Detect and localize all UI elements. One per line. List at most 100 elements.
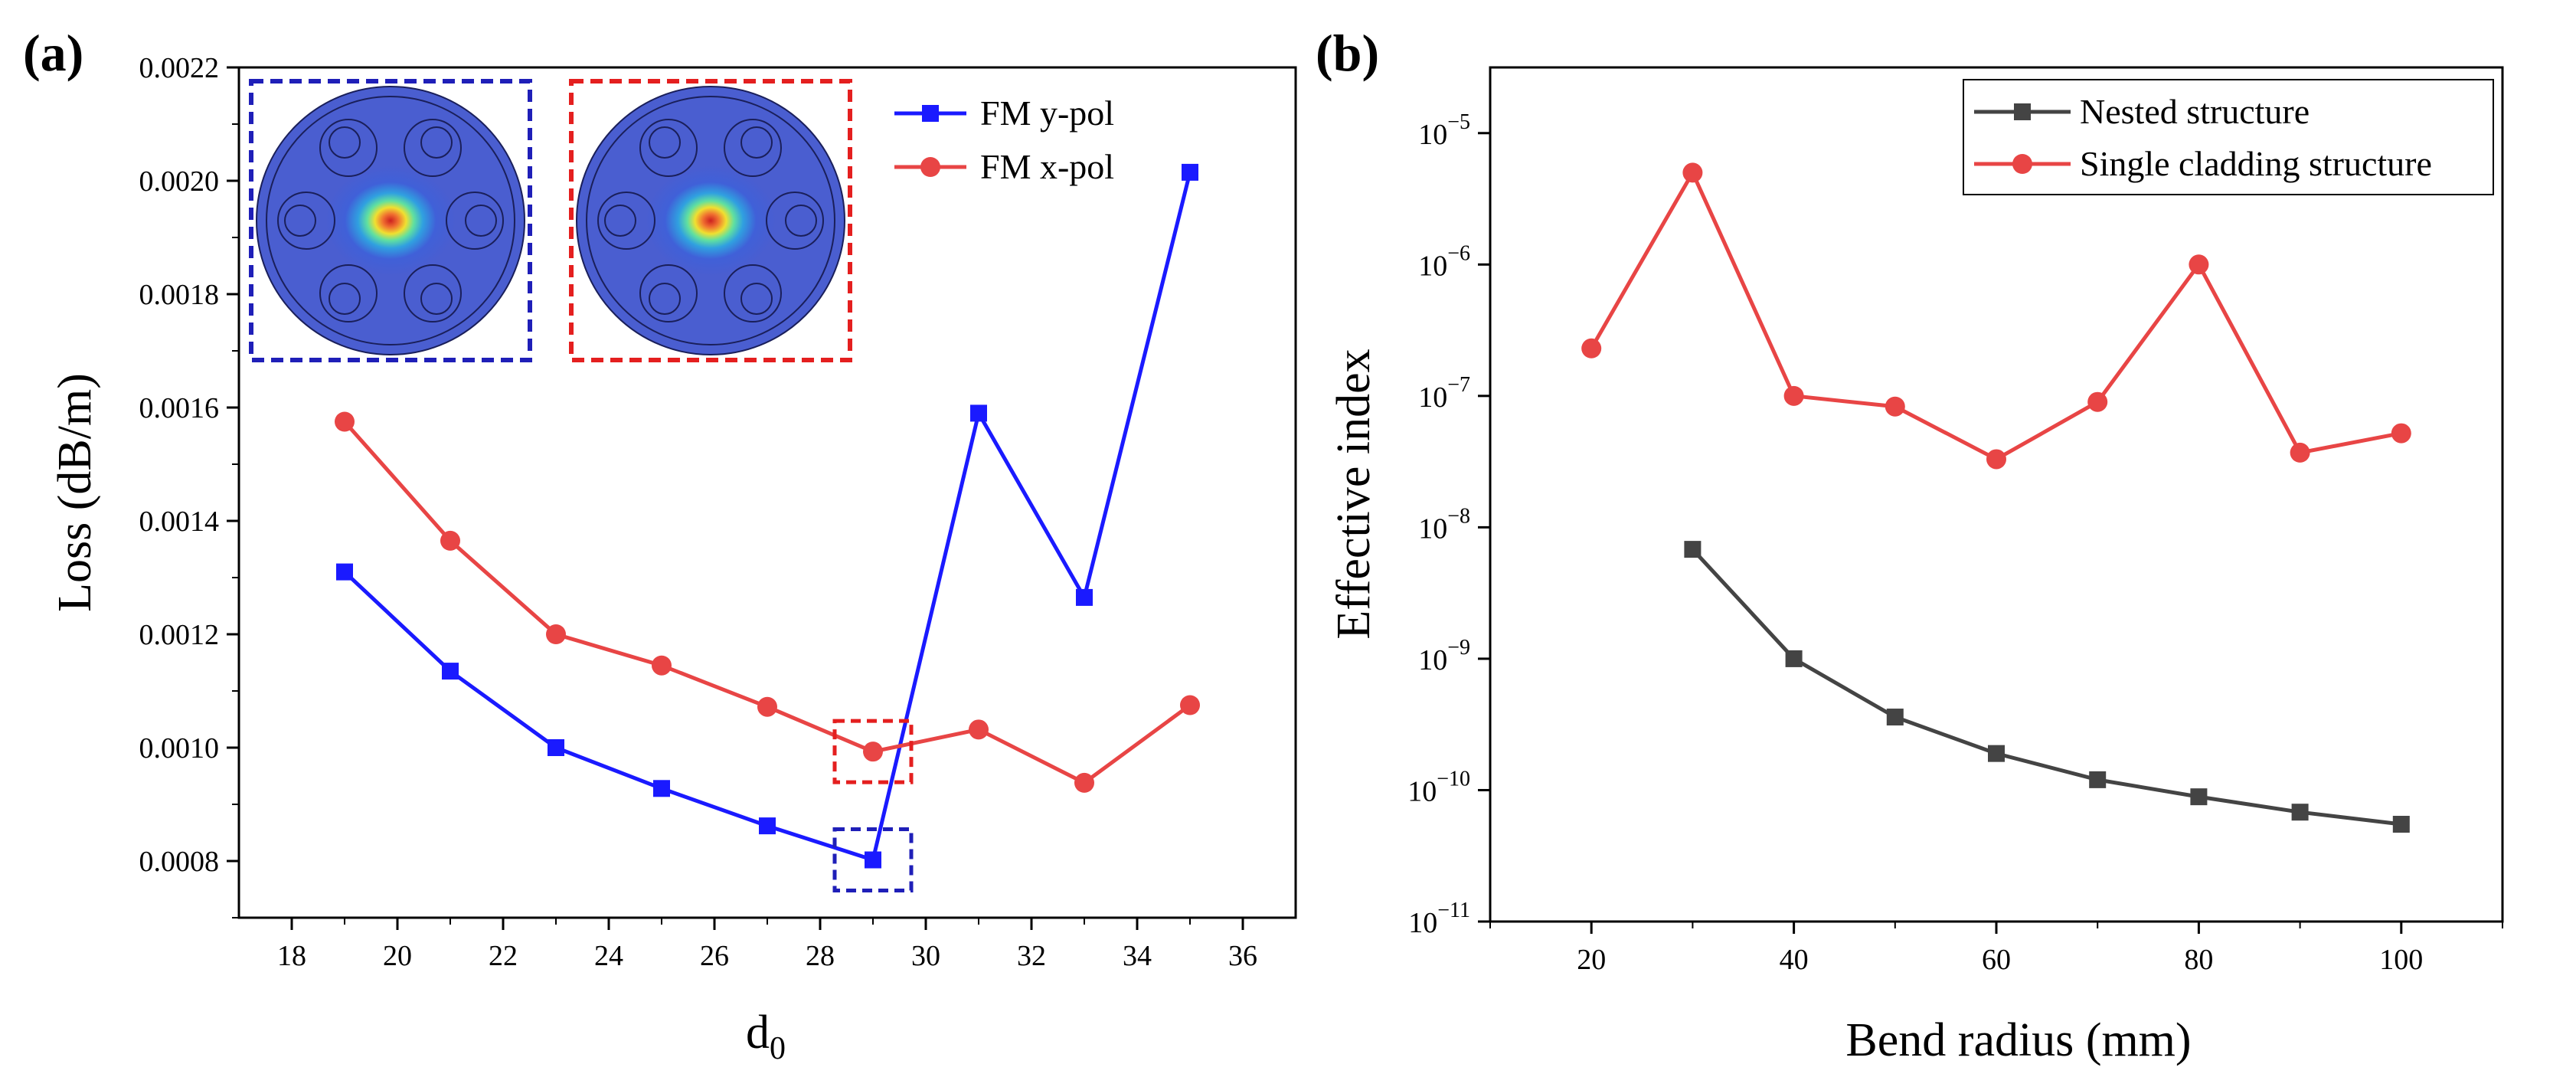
x-tick-label: 20 — [1577, 944, 1606, 976]
data-point — [546, 624, 566, 644]
panel-b-label: (b) — [1316, 24, 1379, 82]
data-point — [970, 404, 987, 422]
x-tick-label: 32 — [1017, 940, 1046, 972]
legend-label: FM y-pol — [980, 93, 1114, 133]
panel-b-x-axis-label: Bend radius (mm) — [1845, 1014, 2191, 1066]
x-tick-label: 30 — [911, 940, 940, 972]
data-point — [2087, 391, 2108, 412]
data-point — [440, 530, 460, 551]
data-point — [2190, 788, 2208, 806]
data-point — [652, 655, 672, 676]
data-point — [1986, 449, 2006, 470]
inset-mode-field-y-pol — [249, 79, 532, 362]
data-point — [759, 817, 776, 835]
x-axis-label-subscript: 0 — [770, 1031, 786, 1066]
mode-field-image — [576, 86, 845, 355]
inset-mode-field-x-pol — [569, 79, 852, 362]
x-tick-label: 100 — [2379, 944, 2423, 976]
x-tick-label: 40 — [1780, 944, 1809, 976]
highlight-box — [832, 827, 914, 893]
x-tick-label: 34 — [1123, 940, 1152, 972]
data-point — [2290, 442, 2310, 463]
y-tick-label: 0.0014 — [139, 506, 220, 538]
panel-a-series — [335, 163, 1200, 869]
data-point — [442, 663, 459, 680]
data-point — [1885, 396, 1905, 417]
y-tick-label: 0.0016 — [139, 392, 220, 424]
data-point — [1076, 588, 1093, 606]
y-tick-label: 10−11 — [1408, 899, 1470, 939]
y-tick-label: 0.0010 — [139, 732, 220, 765]
data-point — [2291, 804, 2309, 821]
y-tick-label: 10−10 — [1407, 767, 1470, 807]
y-tick-label: 10−7 — [1418, 373, 1470, 414]
data-point — [336, 563, 353, 581]
x-tick-label: 22 — [489, 940, 518, 972]
data-point — [865, 851, 881, 869]
x-tick-label: 20 — [383, 940, 412, 972]
data-point — [2391, 423, 2411, 444]
data-point — [1684, 541, 1702, 558]
panel-b-y-axis-label: Effective index — [1328, 349, 1380, 639]
y-tick-label: 0.0012 — [139, 619, 220, 651]
panel-a-legend: FM y-pol FM x-pol — [894, 93, 1114, 186]
y-tick-label: 0.0022 — [139, 52, 220, 84]
data-point — [969, 719, 989, 740]
panel-b-plot-frame — [1489, 66, 2504, 923]
legend-marker — [922, 105, 939, 122]
data-point — [1785, 650, 1803, 667]
series-line-nested — [1691, 548, 2402, 827]
data-point — [863, 742, 883, 762]
y-tick-label: 0.0018 — [139, 279, 220, 311]
data-point — [1180, 695, 1200, 715]
y-tick-label: 0.0008 — [139, 846, 220, 878]
panel-b-legend: Nested structure Single cladding structur… — [1963, 79, 2494, 195]
panel-a-y-axis-label: Loss (dB/m) — [49, 373, 101, 612]
data-point — [2089, 771, 2107, 788]
panel-b: (b) 20 40 60 80 100 10−11 10−10 10−9 10−8 10−7 10−… — [1316, 24, 2504, 1066]
y-tick-label: 10−6 — [1418, 241, 1470, 282]
y-tick-label: 10−9 — [1418, 636, 1470, 676]
data-point — [653, 780, 670, 797]
y-tick-label: 10−5 — [1418, 110, 1470, 151]
legend-label: FM x-pol — [980, 147, 1114, 186]
panel-b-series — [1581, 162, 2411, 833]
data-point — [1988, 745, 2005, 762]
data-point — [1074, 772, 1094, 793]
x-tick-label: 80 — [2184, 944, 2213, 976]
series-line-single-cladding — [1590, 168, 2402, 462]
panel-a-ticks: 18 20 22 24 26 28 30 32 34 36 0.0008 0.0010 0.0012 0.… — [139, 52, 1258, 972]
panel-a-label: (a) — [23, 24, 83, 82]
panel-a-highlights — [832, 719, 914, 893]
legend-label: Single cladding structure — [2080, 144, 2432, 183]
series-line-fm-x-pol — [343, 420, 1192, 785]
legend-marker — [2014, 103, 2031, 120]
data-point — [2392, 815, 2410, 833]
panel-a-x-axis-label: d0 — [746, 1007, 786, 1066]
data-point — [548, 739, 564, 756]
x-tick-label: 26 — [700, 940, 729, 972]
x-tick-label: 60 — [1982, 944, 2011, 976]
data-point — [2189, 254, 2209, 275]
mode-field-image — [256, 86, 525, 355]
data-point — [1783, 385, 1804, 406]
legend-marker — [2012, 154, 2032, 174]
x-tick-label: 36 — [1228, 940, 1257, 972]
x-tick-label: 28 — [806, 940, 835, 972]
data-point — [1886, 709, 1904, 726]
data-point — [1682, 162, 1703, 183]
highlight-box — [832, 719, 914, 784]
data-point — [757, 696, 777, 717]
x-tick-label: 18 — [277, 940, 306, 972]
legend-label: Nested structure — [2080, 92, 2310, 131]
panel-b-ticks: 20 40 60 80 100 10−11 10−10 10−9 10−8 10−7 10−6 10−… — [1407, 110, 2503, 976]
y-tick-label: 0.0020 — [139, 165, 220, 198]
legend-frame — [1963, 79, 2494, 195]
x-axis-label-main: d — [746, 1007, 770, 1059]
panel-a: (a) — [23, 24, 1297, 1066]
data-point — [1182, 163, 1198, 181]
data-point — [335, 411, 355, 432]
inset-frame-blue — [249, 79, 532, 362]
legend-marker — [920, 157, 940, 177]
